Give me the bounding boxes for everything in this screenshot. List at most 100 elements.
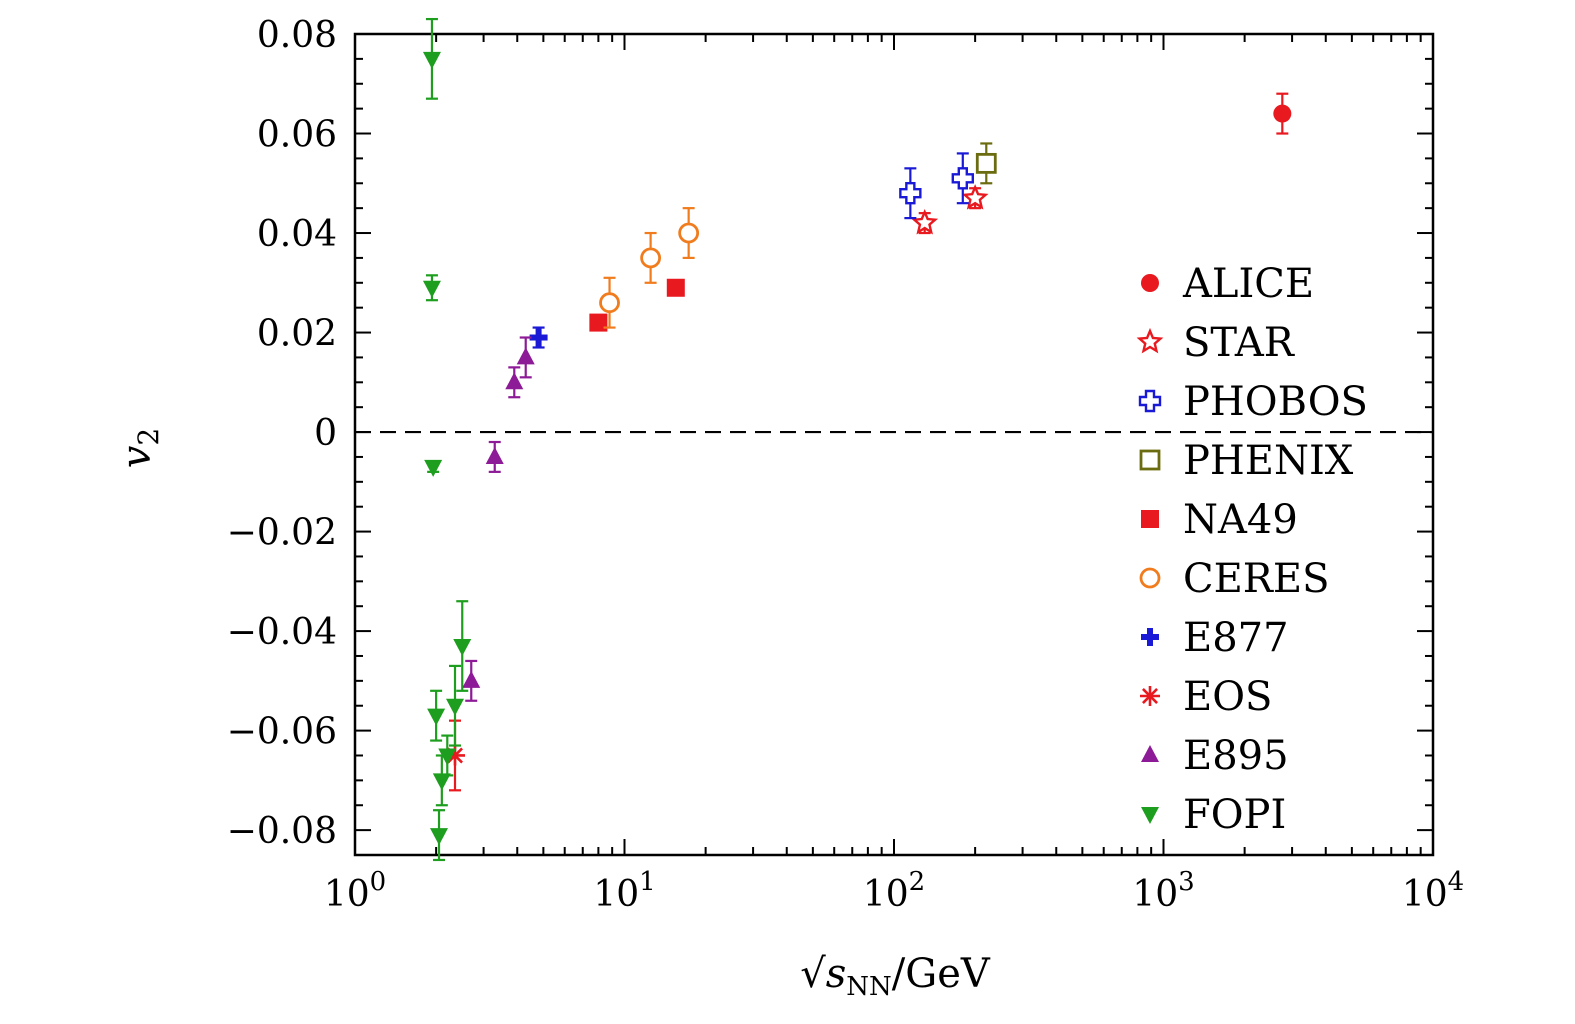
legend-label: STAR bbox=[1183, 320, 1296, 366]
x-tick-label: 100 bbox=[324, 867, 386, 915]
data-point bbox=[453, 639, 472, 657]
legend-marker bbox=[1141, 745, 1159, 762]
y-tick-label: 0.04 bbox=[257, 214, 337, 255]
data-point bbox=[666, 278, 685, 297]
series-star bbox=[911, 184, 989, 235]
x-axis-label: √sNN/GeV bbox=[800, 951, 991, 1002]
legend-label: PHOBOS bbox=[1183, 379, 1368, 425]
data-point bbox=[911, 208, 939, 235]
legend-marker bbox=[1140, 686, 1160, 706]
legend-item: PHOBOS bbox=[1138, 379, 1368, 425]
x-tick-label: 104 bbox=[1402, 867, 1464, 915]
data-point bbox=[505, 372, 524, 390]
legend-marker bbox=[1139, 567, 1161, 589]
legend-item: NA49 bbox=[1141, 497, 1298, 543]
series-alice bbox=[1273, 92, 1292, 135]
legend-item: EOS bbox=[1140, 674, 1272, 720]
x-tick-label: 101 bbox=[593, 867, 655, 915]
legend-item: STAR bbox=[1136, 320, 1296, 366]
y-axis: 0.08 0.06 0.04 0.02 0 −0.02 −0.04 −0.06 −0.08 bbox=[227, 15, 1433, 852]
legend-label: E895 bbox=[1183, 733, 1289, 779]
data-point bbox=[640, 247, 662, 269]
data-point bbox=[438, 748, 457, 766]
data-point bbox=[424, 459, 443, 477]
data-point bbox=[678, 222, 700, 244]
y-axis-label-sub: 2 bbox=[132, 428, 165, 446]
y-tick-label: −0.08 bbox=[227, 811, 337, 852]
x-tick-exponent: 3 bbox=[1178, 867, 1195, 897]
x-axis-label-unit: /GeV bbox=[892, 951, 991, 997]
data-layer bbox=[422, 17, 1292, 862]
legend-item: CERES bbox=[1139, 556, 1330, 602]
legend-label: E877 bbox=[1183, 615, 1289, 661]
data-point bbox=[589, 313, 608, 332]
legend-marker bbox=[1138, 389, 1162, 413]
x-tick-label: 102 bbox=[863, 867, 925, 915]
y-tick-label: 0.08 bbox=[257, 15, 337, 56]
data-point bbox=[430, 828, 449, 846]
legend-item: E895 bbox=[1141, 733, 1289, 779]
series-fopi bbox=[422, 17, 472, 862]
x-tick-base: 10 bbox=[1132, 874, 1178, 915]
data-point bbox=[485, 446, 504, 464]
legend-label: FOPI bbox=[1183, 792, 1286, 838]
data-point bbox=[427, 708, 446, 726]
legend-item: PHENIX bbox=[1139, 438, 1354, 484]
data-point bbox=[462, 670, 481, 688]
x-tick-base: 10 bbox=[863, 874, 909, 915]
series-na49 bbox=[589, 278, 685, 332]
series-phobos bbox=[899, 152, 974, 220]
legend-label: PHENIX bbox=[1183, 438, 1354, 484]
data-point bbox=[951, 167, 974, 190]
data-point bbox=[599, 292, 620, 314]
x-tick-base: 10 bbox=[593, 874, 639, 915]
x-tick-exponent: 1 bbox=[639, 867, 656, 897]
x-tick-exponent: 2 bbox=[909, 867, 926, 897]
series-ceres bbox=[599, 207, 700, 329]
x-tick-exponent: 0 bbox=[370, 867, 387, 897]
legend-item: E877 bbox=[1141, 615, 1289, 661]
x-tick-label: 103 bbox=[1132, 867, 1194, 915]
series-phenix bbox=[975, 142, 997, 185]
data-point bbox=[961, 184, 989, 210]
y-axis-label-var: v bbox=[114, 445, 160, 468]
data-point bbox=[1273, 104, 1292, 123]
legend-label: EOS bbox=[1183, 674, 1272, 720]
legend-marker bbox=[1139, 449, 1161, 471]
data-point bbox=[516, 347, 535, 365]
data-point bbox=[422, 280, 441, 298]
y-tick-label: 0.06 bbox=[257, 115, 337, 156]
legend-label: ALICE bbox=[1182, 261, 1314, 307]
x-axis-label-var: s bbox=[826, 951, 847, 997]
legend-label: NA49 bbox=[1183, 497, 1298, 543]
x-axis-label-radical: √ bbox=[800, 951, 826, 997]
legend-marker bbox=[1136, 327, 1164, 354]
legend-label: CERES bbox=[1183, 556, 1330, 602]
x-axis-label-sub: NN bbox=[846, 972, 892, 1002]
legend-marker bbox=[1141, 274, 1159, 292]
data-point bbox=[432, 773, 451, 791]
x-axis: 100 101 102 103 104 bbox=[324, 34, 1464, 915]
y-tick-label: 0 bbox=[314, 413, 337, 454]
data-point bbox=[446, 698, 465, 716]
data-point bbox=[899, 182, 922, 205]
y-tick-label: 0.02 bbox=[257, 314, 337, 355]
legend-item: ALICE bbox=[1141, 261, 1314, 307]
series-e895 bbox=[462, 336, 535, 702]
y-tick-label: −0.06 bbox=[227, 712, 337, 753]
data-point bbox=[529, 328, 548, 347]
y-tick-label: −0.04 bbox=[227, 612, 337, 653]
legend-marker bbox=[1141, 510, 1159, 528]
x-tick-exponent: 4 bbox=[1448, 867, 1465, 897]
x-tick-base: 10 bbox=[324, 874, 370, 915]
legend: ALICE STAR PHOBOS PHENIX NA49 CERES E877 EOS E89… bbox=[1136, 261, 1368, 838]
legend-marker bbox=[1141, 807, 1159, 824]
data-point bbox=[975, 152, 997, 174]
legend-marker bbox=[1141, 628, 1159, 646]
data-point bbox=[422, 51, 441, 69]
y-axis-label: v2 bbox=[114, 428, 165, 468]
legend-item: FOPI bbox=[1141, 792, 1286, 838]
series-e877 bbox=[529, 326, 548, 349]
y-tick-label: −0.02 bbox=[227, 513, 337, 554]
